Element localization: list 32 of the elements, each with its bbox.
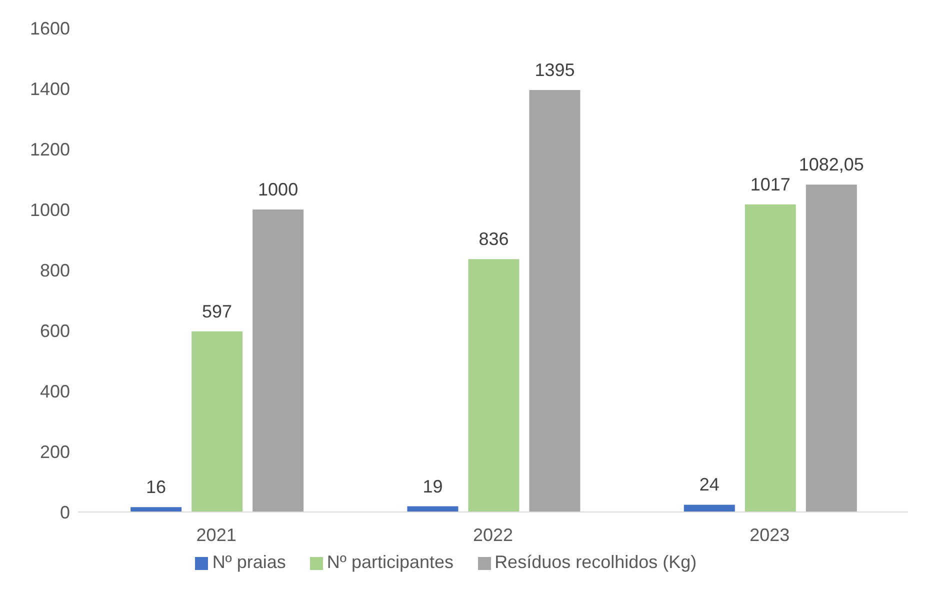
y-tick-label: 1000 — [30, 200, 70, 220]
y-tick-label: 1200 — [30, 139, 70, 160]
bar — [130, 507, 182, 512]
bar — [192, 331, 243, 512]
data-label: 1395 — [534, 60, 575, 80]
y-tick-label: 200 — [40, 442, 70, 462]
y-tick-label: 1600 — [30, 18, 70, 38]
bar — [252, 210, 304, 512]
data-label: 1000 — [258, 180, 298, 200]
data-label: 16 — [146, 477, 166, 498]
bar — [529, 90, 580, 512]
y-tick-label: 800 — [40, 260, 70, 280]
y-tick-label: 0 — [60, 502, 70, 522]
data-label: 24 — [699, 474, 720, 495]
bar — [744, 204, 796, 512]
bar — [468, 259, 520, 512]
y-tick-label: 600 — [40, 320, 70, 341]
x-tick-label: 2023 — [750, 524, 790, 545]
data-label: 1082,05 — [798, 154, 864, 175]
legend-label: Nº praias — [212, 552, 286, 572]
y-tick-label: 1400 — [30, 78, 70, 99]
data-label: 1017 — [750, 174, 790, 194]
bar — [806, 184, 857, 512]
data-label: 836 — [478, 229, 509, 250]
x-tick-label: 2021 — [196, 524, 236, 545]
data-label: 597 — [202, 301, 232, 322]
bar — [684, 504, 735, 512]
x-tick-label: 2022 — [472, 524, 514, 545]
legend-label: Nº participantes — [326, 552, 454, 572]
legend-label: Resíduos recolhidos (Kg) — [494, 552, 697, 572]
data-label: 19 — [422, 476, 443, 496]
y-tick-label: 400 — [40, 381, 70, 402]
